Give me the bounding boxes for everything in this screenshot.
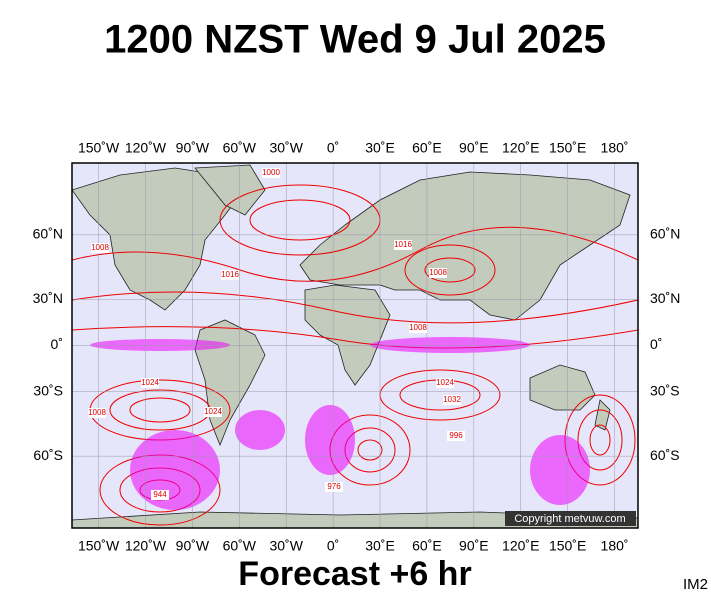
lat-tick-label: 60˚N bbox=[33, 226, 63, 242]
isobar-label-bg bbox=[204, 407, 222, 417]
lat-tick-label: 30˚N bbox=[650, 290, 680, 306]
isobar-label-bg bbox=[91, 243, 109, 253]
lon-tick-label: 150˚W bbox=[78, 538, 120, 554]
lon-tick-label: 150˚E bbox=[549, 140, 586, 156]
lon-tick-label: 90˚E bbox=[459, 538, 489, 554]
isobar-label-bg bbox=[151, 490, 169, 500]
lon-tick-label: 30˚E bbox=[365, 140, 395, 156]
lon-tick-label: 0˚ bbox=[327, 140, 339, 156]
lon-tick-label: 60˚W bbox=[223, 140, 257, 156]
map-area: 1000 1008 1016 1024 1008 1016 1008 1008 1024 1032… bbox=[72, 163, 638, 528]
lon-tick-label: 60˚E bbox=[412, 140, 442, 156]
lon-tick-label: 90˚W bbox=[176, 140, 210, 156]
lon-tick-label: 180˚ bbox=[601, 140, 629, 156]
isobar-label-bg bbox=[325, 482, 343, 492]
isobar-label-bg bbox=[409, 323, 427, 333]
lon-tick-label: 150˚W bbox=[78, 140, 120, 156]
isobar-label: 1024 bbox=[436, 378, 454, 387]
isobar-label: 1032 bbox=[443, 395, 461, 404]
isobar-label: 1024 bbox=[204, 407, 222, 416]
copyright: Copyright metvuw.com bbox=[514, 513, 625, 525]
lat-tick-label: 30˚S bbox=[33, 382, 63, 398]
isobar-labels: 1000 1008 1016 1024 1008 1016 1008 1008 1024 1032… bbox=[88, 168, 465, 500]
isobar-label: 1008 bbox=[91, 243, 109, 252]
isobar-label: 1008 bbox=[409, 323, 427, 332]
lon-tick-label: 90˚W bbox=[176, 538, 210, 554]
isobar-label-bg bbox=[141, 378, 159, 388]
lon-tick-label: 150˚E bbox=[549, 538, 586, 554]
isobar-label-bg bbox=[88, 408, 106, 418]
lat-tick-label: 60˚S bbox=[650, 447, 680, 463]
isobar-label: 1008 bbox=[88, 408, 106, 417]
isobar-label: 1016 bbox=[221, 270, 239, 279]
graticule bbox=[72, 163, 638, 528]
copyright-box bbox=[505, 511, 636, 526]
lat-tick-label: 0˚ bbox=[650, 336, 662, 352]
lon-tick-label: 60˚W bbox=[223, 538, 257, 554]
isobar-label-bg bbox=[443, 395, 461, 405]
isobar-label-bg bbox=[429, 268, 447, 278]
isobar-label-bg bbox=[221, 270, 239, 280]
isobar-label: 1008 bbox=[429, 268, 447, 277]
lon-tick-label: 180˚ bbox=[601, 538, 629, 554]
lon-tick-label: 120˚E bbox=[502, 538, 539, 554]
lat-tick-label: 30˚S bbox=[650, 382, 680, 398]
isobar-label: 1016 bbox=[394, 240, 412, 249]
lon-tick-label: 120˚W bbox=[125, 140, 167, 156]
lat-tick-label: 60˚N bbox=[650, 226, 680, 242]
lat-tick-label: 30˚N bbox=[33, 290, 63, 306]
isobar-label-bg bbox=[447, 431, 465, 441]
forecast-label: Forecast +6 hr bbox=[238, 555, 471, 593]
lon-tick-label: 0˚ bbox=[327, 538, 339, 554]
lon-tick-label: 90˚E bbox=[459, 140, 489, 156]
isobar-label: 1024 bbox=[141, 378, 159, 387]
isobar-label: 1000 bbox=[262, 168, 280, 177]
isobar-label-bg bbox=[436, 378, 454, 388]
lon-tick-label: 120˚W bbox=[125, 538, 167, 554]
lon-tick-label: 60˚E bbox=[412, 538, 442, 554]
isobar-label-bg bbox=[394, 240, 412, 250]
lon-tick-label: 30˚W bbox=[269, 538, 303, 554]
title: 1200 NZST Wed 9 Jul 2025 bbox=[104, 18, 606, 62]
lon-tick-label: 30˚W bbox=[269, 140, 303, 156]
isobar-label: 996 bbox=[449, 431, 463, 440]
isobar-label: 976 bbox=[327, 482, 341, 491]
lon-tick-label: 30˚E bbox=[365, 538, 395, 554]
lat-tick-label: 0˚ bbox=[51, 336, 63, 352]
isobar-label: 944 bbox=[153, 490, 167, 499]
lon-tick-label: 120˚E bbox=[502, 140, 539, 156]
map-frame bbox=[71, 162, 639, 529]
lat-tick-label: 60˚S bbox=[33, 447, 63, 463]
isobar-label-bg bbox=[262, 168, 280, 178]
image-id: IM2 bbox=[683, 576, 708, 593]
